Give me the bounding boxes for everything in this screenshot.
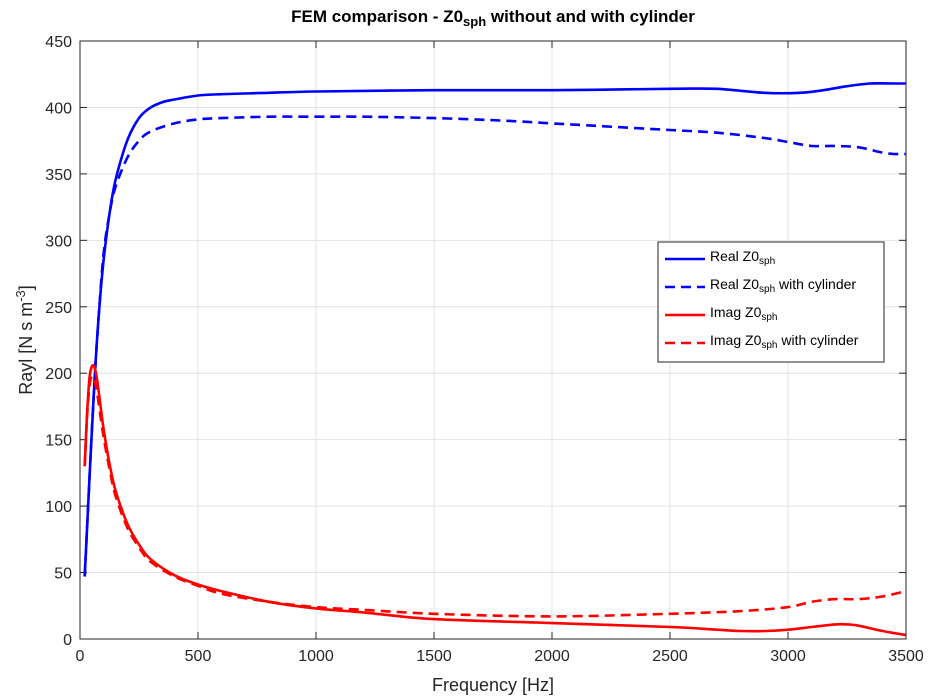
x-tick-label: 1000 xyxy=(298,648,334,665)
y-axis-label: Rayl [N s m-3] xyxy=(13,285,37,395)
plot-frame xyxy=(79,40,907,640)
series-line-3 xyxy=(83,363,907,637)
y-tick-label: 300 xyxy=(45,233,72,250)
legend-entry-suffix: with cylinder xyxy=(775,276,856,292)
x-tick-label: 2500 xyxy=(652,648,688,665)
y-axis-label-suffix: ] xyxy=(16,285,36,290)
y-tick-label: 450 xyxy=(45,34,72,51)
x-tick-label: 1500 xyxy=(416,648,452,665)
legend-entry-prefix: Real Z0 xyxy=(710,248,759,264)
y-tick-label: 0 xyxy=(63,632,72,649)
y-axis-label-prefix: Rayl [N s m xyxy=(16,302,36,395)
y-tick-label: 250 xyxy=(45,300,72,317)
series-line-1 xyxy=(83,82,906,577)
legend-entry-suffix: with cylinder xyxy=(777,332,858,348)
legend-entry-1: Real Z0sph xyxy=(710,248,775,267)
y-tick-label: 150 xyxy=(45,433,72,450)
chart-title-suffix: without and with cylinder xyxy=(486,7,695,26)
y-tick-label: 350 xyxy=(45,167,72,184)
chart-title-sub: sph xyxy=(463,14,486,29)
legend-entry-2: Real Z0sph with cylinder xyxy=(710,276,856,295)
x-tick-label: 3500 xyxy=(888,648,924,665)
y-tick-label: 200 xyxy=(45,366,72,383)
chart-title-prefix: FEM comparison - Z0 xyxy=(291,7,463,26)
legend-entry-prefix: Imag Z0 xyxy=(710,304,762,320)
legend-entry-sub: sph xyxy=(759,256,775,267)
x-tick-label: 2000 xyxy=(534,648,570,665)
x-axis-label: Frequency [Hz] xyxy=(432,675,554,695)
legend-entry-prefix: Imag Z0 xyxy=(710,332,762,348)
series-line-2 xyxy=(83,115,907,577)
legend-entry-sub: sph xyxy=(761,340,777,351)
legend-entry-sub: sph xyxy=(761,312,777,323)
legend-entry-prefix: Real Z0 xyxy=(710,276,759,292)
x-tick-label: 3000 xyxy=(770,648,806,665)
legend-entry-sub: sph xyxy=(759,284,775,295)
y-axis-label-sup: -3 xyxy=(13,290,28,302)
plot-series xyxy=(83,82,907,637)
series-line-4 xyxy=(83,374,907,618)
legend-box xyxy=(657,241,885,363)
y-tick-label: 50 xyxy=(54,566,72,583)
x-tick-label: 0 xyxy=(76,648,85,665)
legend-entry-3: Imag Z0sph xyxy=(710,304,777,323)
x-tick-label: 500 xyxy=(185,648,212,665)
legend-entry-4: Imag Z0sph with cylinder xyxy=(710,332,859,351)
y-tick-label: 100 xyxy=(45,499,72,516)
chart-title: FEM comparison - Z0sph without and with … xyxy=(291,7,695,29)
y-tick-label: 400 xyxy=(45,100,72,117)
axis-ticks: 0 500 1000 1500 2000 2500 3000 3500 0 50 100 150 200… xyxy=(45,34,924,665)
